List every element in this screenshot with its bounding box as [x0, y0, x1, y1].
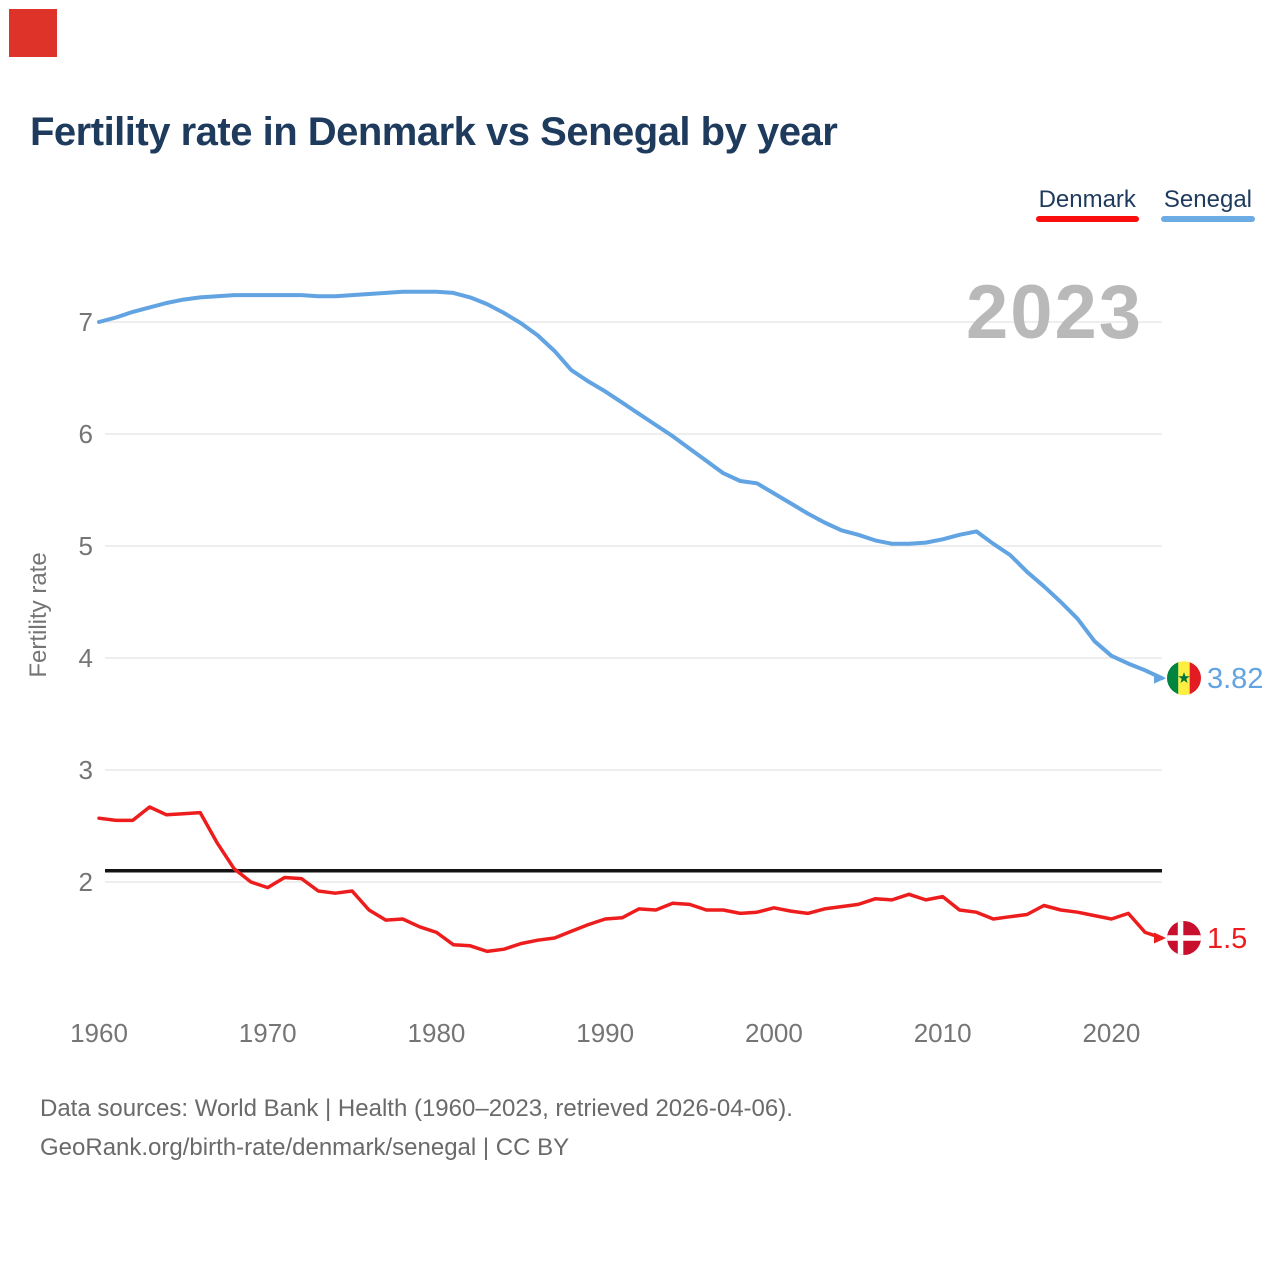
red-marker-square: [9, 9, 57, 57]
legend-item-senegal[interactable]: Senegal: [1160, 186, 1255, 222]
legend-label-denmark: Denmark: [1038, 186, 1136, 213]
source-line-2: GeoRank.org/birth-rate/denmark/senegal |…: [40, 1134, 570, 1161]
senegal-line[interactable]: [97, 289, 1164, 681]
y-axis-tick-label: 6: [79, 419, 93, 449]
legend: Denmark Senegal: [1035, 186, 1255, 222]
y-axis-tick-label: 3: [79, 755, 93, 785]
senegal-end-value: 3.82: [1207, 663, 1263, 695]
x-axis-tick-label: 1970: [239, 1018, 297, 1048]
y-axis-tick-label: 5: [79, 531, 93, 561]
x-axis-tick-label: 1980: [408, 1018, 466, 1048]
grid-layer: [105, 321, 1162, 883]
x-axis-tick-label: 2020: [1082, 1018, 1140, 1048]
y-axis-tick-label: 7: [79, 307, 93, 337]
legend-label-senegal: Senegal: [1163, 186, 1252, 213]
year-watermark: 2023: [966, 270, 1144, 355]
denmark-end-value: 1.5: [1207, 923, 1247, 955]
denmark-arrowhead-icon: [1154, 932, 1166, 944]
legend-item-denmark[interactable]: Denmark: [1035, 186, 1139, 222]
x-axis-tick-label: 2010: [914, 1018, 972, 1048]
denmark-line[interactable]: [97, 805, 1164, 954]
denmark-flag-icon: [1167, 921, 1201, 955]
x-axis-tick-label: 1960: [70, 1018, 128, 1048]
series-layer: [97, 289, 1166, 954]
source-note: Data sources: World Bank | Health (1960–…: [40, 1089, 793, 1167]
x-axis-tick-label: 1990: [576, 1018, 634, 1048]
x-axis-tick-label: 2000: [745, 1018, 803, 1048]
legend-underline-senegal: [1160, 216, 1255, 222]
source-line-1: Data sources: World Bank | Health (1960–…: [40, 1095, 793, 1122]
axis-layer: 2 3 4 5 6 7 1960 1970 1980 1990 2000 2010 2020: [70, 307, 1140, 1048]
y-axis-tick-label: 4: [79, 643, 93, 673]
senegal-arrowhead-icon: [1154, 672, 1166, 684]
y-axis-tick-label: 2: [79, 867, 93, 897]
senegal-flag-icon: [1167, 661, 1201, 696]
legend-underline-denmark: [1035, 216, 1139, 222]
y-axis-title: Fertility rate: [25, 552, 52, 677]
page-title: Fertility rate in Denmark vs Senegal by …: [30, 110, 838, 154]
